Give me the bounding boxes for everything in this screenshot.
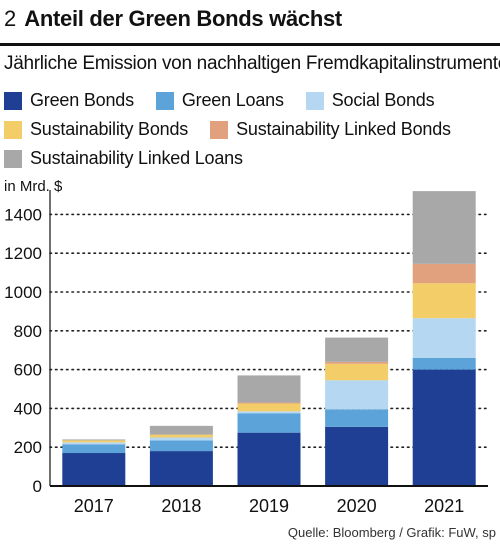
y-tick-label: 800 xyxy=(14,322,42,341)
title-rule xyxy=(0,43,500,46)
bar-segment xyxy=(325,361,389,364)
y-tick-label: 1200 xyxy=(4,244,42,263)
legend-row: Sustainability Linked Loans xyxy=(4,144,498,173)
legend-swatch xyxy=(4,120,22,139)
legend-swatch xyxy=(305,91,324,110)
bar-segment xyxy=(412,357,476,370)
legend-label: Social Bonds xyxy=(331,90,435,110)
legend-item: Sustainability Linked Loans xyxy=(4,148,243,169)
bar-segment xyxy=(62,439,126,441)
x-tick-label: 2017 xyxy=(74,496,114,515)
y-tick-label: 400 xyxy=(14,399,42,418)
bar-segment xyxy=(237,402,301,404)
bar-segment xyxy=(62,442,126,445)
bar-segment xyxy=(62,440,126,443)
bar-segment xyxy=(325,380,389,410)
chart-subtitle: Jährliche Emission von nachhaltigen Frem… xyxy=(4,53,500,74)
x-tick-label: 2020 xyxy=(337,496,377,515)
y-tick-label: 0 xyxy=(33,477,42,496)
bar-segment xyxy=(237,411,301,414)
legend-row: Green Bonds Green Loans Social Bonds xyxy=(4,86,498,115)
legend-item: Green Loans xyxy=(155,90,284,111)
bar-segment xyxy=(412,283,476,319)
bar-segment xyxy=(325,337,389,362)
bar-segment xyxy=(62,453,126,486)
chart-title: Anteil der Green Bonds wächst xyxy=(24,6,342,31)
legend-item: Sustainability Linked Bonds xyxy=(210,119,451,140)
y-tick-label: 1400 xyxy=(4,205,42,224)
legend-item: Sustainability Bonds xyxy=(4,119,188,140)
y-axis-label: in Mrd. $ xyxy=(4,178,63,195)
legend-label: Sustainability Bonds xyxy=(30,119,189,139)
bar-segment xyxy=(325,426,389,486)
bar-segment xyxy=(149,437,213,441)
bar-segment xyxy=(325,363,389,381)
legend-label: Sustainability Linked Loans xyxy=(30,148,243,168)
x-tick-label: 2021 xyxy=(424,496,464,515)
bar-segment xyxy=(237,413,301,433)
legend-swatch xyxy=(4,149,22,168)
x-tick-label: 2018 xyxy=(161,496,201,515)
legend-label: Green Loans xyxy=(181,90,284,110)
legend-item: Green Bonds xyxy=(4,90,134,111)
source-note: Quelle: Bloomberg / Grafik: FuW, sp xyxy=(287,525,496,540)
bar-segment xyxy=(237,403,301,412)
legend-swatch xyxy=(155,91,174,110)
y-tick-label: 200 xyxy=(14,438,42,457)
bar-segment xyxy=(149,425,213,435)
y-tick-label: 1000 xyxy=(4,283,42,302)
legend-label: Green Bonds xyxy=(30,90,134,110)
legend-row: Sustainability Bonds Sustainability Linke… xyxy=(4,115,498,144)
bar-segment xyxy=(149,434,213,438)
bar-segment xyxy=(237,432,301,486)
bar-segment xyxy=(412,191,476,264)
stacked-bar-chart: 0 200 400 600 800 1000 1200 1400 2017 2018 2019 202… xyxy=(4,190,489,515)
legend: Green Bonds Green Loans Social Bonds Sustai… xyxy=(4,86,498,173)
legend-swatch xyxy=(4,91,22,110)
legend-label: Sustainability Linked Bonds xyxy=(236,119,451,139)
x-tick-label: 2019 xyxy=(249,496,289,515)
bar-segment xyxy=(237,375,301,403)
bar-segment xyxy=(149,440,213,452)
y-tick-label: 600 xyxy=(14,361,42,380)
legend-swatch xyxy=(210,120,229,139)
bar-segment xyxy=(325,409,389,427)
bar-segment xyxy=(62,444,126,454)
bar-segment xyxy=(412,369,476,486)
bar-segment xyxy=(412,318,476,358)
chart-number: 2 xyxy=(4,6,17,31)
bar-segment xyxy=(412,263,476,284)
chart-header: 2 Anteil der Green Bonds wächst xyxy=(4,6,342,36)
bar-segment xyxy=(149,451,213,486)
legend-item: Social Bonds xyxy=(305,90,435,111)
